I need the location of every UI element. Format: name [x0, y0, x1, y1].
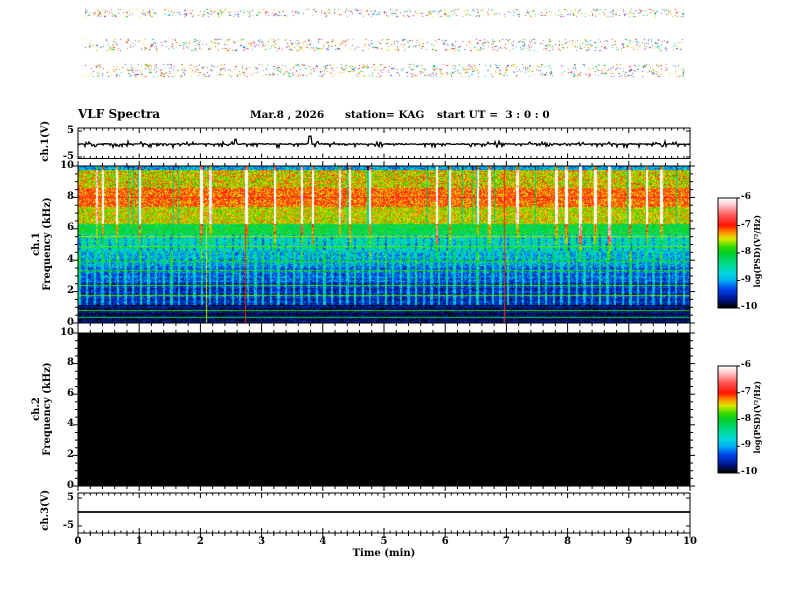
cb1-tick-label: -6 [741, 192, 751, 202]
cb1-tick-label: -8 [741, 247, 751, 257]
plot-start-ut: start UT = 3 : 0 : 0 [437, 109, 550, 121]
colorbar-ch2 [718, 366, 737, 473]
plot-title: VLF Spectra [78, 107, 161, 121]
x-tick-label: 7 [502, 536, 510, 547]
cb1-tick-label: -7 [741, 219, 751, 230]
x-tick-label: 8 [564, 536, 572, 547]
plot-station: station= KAG [345, 109, 425, 121]
ch2-spectrogram [78, 333, 690, 486]
spec1-y-tick-label: 6 [67, 222, 74, 234]
ch3-v-tick-label: -5 [62, 519, 74, 531]
x-tick-label: 2 [196, 536, 204, 547]
x-tick-label: 0 [74, 536, 82, 547]
spec2-y-tick-label: 0 [67, 479, 74, 491]
plot-date: Mar.8 , 2026 [250, 109, 325, 121]
spec1-y-tick-label: 2 [67, 285, 74, 297]
x-tick-label: 9 [625, 536, 633, 547]
spec2-y-tick-label: 4 [67, 418, 74, 430]
x-axis-title: Time (min) [352, 548, 416, 559]
ch1-spectrogram [78, 166, 690, 323]
spec2-y-tick-label: 10 [60, 326, 74, 338]
spec1-y-tick-label: 8 [67, 190, 74, 202]
spec2-y-tick-label: 6 [67, 387, 74, 399]
cb2-tick-label: -6 [741, 360, 751, 370]
x-tick-label: 6 [441, 536, 449, 547]
x-tick-label: 10 [683, 536, 697, 547]
spec1-y-tick-label: 4 [67, 253, 74, 265]
cb1-tick-label: -10 [741, 302, 758, 312]
x-tick-label: 1 [135, 536, 143, 547]
cb2-tick-label: -10 [741, 467, 758, 477]
spec2-y-tick-label: 8 [67, 357, 74, 369]
x-tick-label: 5 [380, 536, 388, 547]
ch1-v-tick-label: 5 [67, 124, 74, 136]
cb2-tick-label: -8 [741, 413, 751, 424]
cb2-tick-label: -7 [741, 386, 751, 397]
spec1-y-tick-label: 0 [67, 316, 74, 328]
ch1-v-tick-label: -5 [62, 150, 74, 162]
cb1-tick-label: -9 [741, 274, 751, 285]
ch3-v-tick-label: 5 [67, 491, 74, 503]
spec1-y-tick-label: 10 [60, 159, 74, 171]
colorbar-ch1 [718, 198, 737, 308]
x-tick-label: 4 [319, 536, 327, 547]
cb2-tick-label: -9 [741, 440, 751, 451]
x-tick-label: 3 [258, 536, 266, 547]
top-noise-speckle-band [85, 4, 685, 80]
spec2-y-tick-label: 2 [67, 448, 74, 460]
